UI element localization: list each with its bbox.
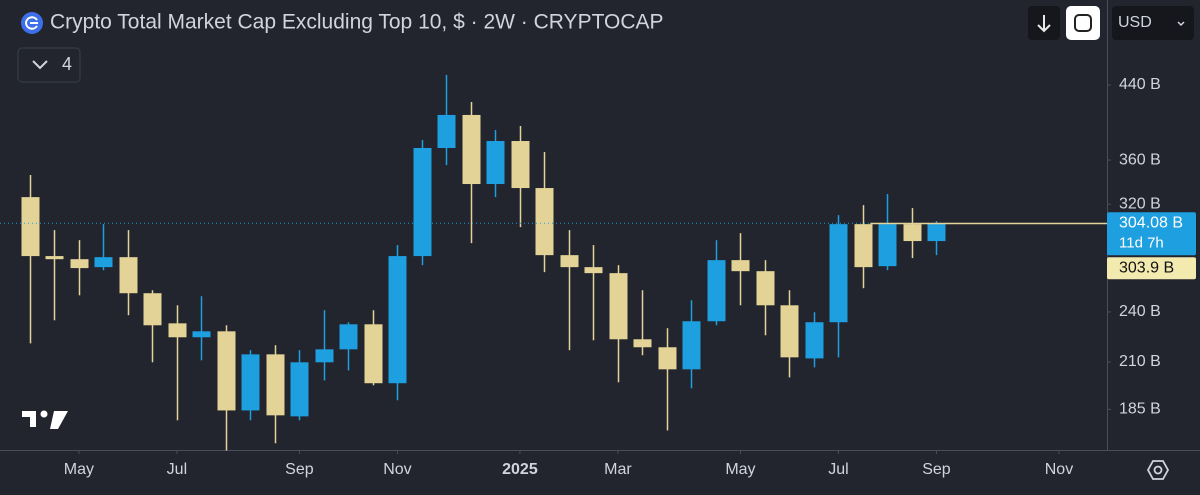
candle-body <box>878 224 897 267</box>
y-tick-label: 440 B <box>1119 76 1161 93</box>
y-tick-label: 360 B <box>1119 151 1161 168</box>
candle-body <box>217 331 236 411</box>
candle-body <box>609 273 628 340</box>
chart-title: Crypto Total Market Cap Excluding Top 10… <box>50 11 664 34</box>
chevron-icon <box>32 60 48 70</box>
candle-body <box>829 224 848 323</box>
x-tick-label: Sep <box>285 461 314 478</box>
tradingview-logo <box>22 410 68 429</box>
x-tick-label: Nov <box>1045 461 1073 478</box>
candle-body <box>462 114 481 185</box>
x-tick-label: Sep <box>922 461 951 478</box>
candle-body <box>266 354 285 416</box>
candle-body <box>927 223 946 242</box>
reference-price-box <box>1107 257 1196 280</box>
candle-body <box>486 141 505 185</box>
candle-body <box>290 362 309 417</box>
y-tick-label: 185 B <box>1119 401 1161 418</box>
reference-price-label: 303.9 B <box>1119 260 1174 277</box>
candle-body <box>168 323 187 338</box>
candle-body <box>560 255 579 268</box>
candle-body <box>388 256 407 384</box>
countdown-label: 11d 7h <box>1119 234 1164 251</box>
last-price-box <box>1107 212 1196 256</box>
currency-label: USD <box>1118 14 1152 31</box>
candle-body <box>339 324 358 350</box>
plot-area <box>0 74 1107 451</box>
x-tick-label: Mar <box>604 461 632 478</box>
candle-body <box>854 224 873 268</box>
candle-body <box>364 324 383 384</box>
candle-body <box>437 114 456 149</box>
x-tick-label: May <box>64 461 94 478</box>
candle-body <box>756 271 775 306</box>
x-tick-label: Nov <box>383 461 411 478</box>
download-icon <box>1037 15 1051 33</box>
candle-body <box>45 256 64 260</box>
x-tick-label: Jul <box>167 461 187 478</box>
candle-body <box>805 322 824 359</box>
last-price-label: 304.08 B <box>1119 215 1183 232</box>
x-tick-label: 2025 <box>502 461 538 478</box>
indicators-toggle[interactable] <box>17 47 81 83</box>
y-tick-label: 210 B <box>1119 353 1161 370</box>
chevron-icon <box>1177 21 1185 27</box>
candle-body <box>707 260 726 322</box>
refresh-button[interactable] <box>1066 6 1100 40</box>
candle-body <box>658 347 677 370</box>
candle-body <box>584 267 603 274</box>
candle-body <box>143 293 162 326</box>
candle-body <box>241 354 260 411</box>
candle-body <box>511 141 530 189</box>
candle-body <box>682 321 701 370</box>
x-tick-label: May <box>725 461 755 478</box>
candle-body <box>119 257 138 294</box>
candle-body <box>780 305 799 358</box>
candle-body <box>315 349 334 363</box>
symbol-logo-glyph <box>25 16 38 30</box>
x-tick-label: Jul <box>828 461 848 478</box>
candle-body <box>192 331 211 338</box>
candle-body <box>21 197 40 257</box>
candle-body <box>633 339 652 348</box>
candle-body <box>535 188 554 256</box>
candle-body <box>70 259 89 269</box>
y-tick-label: 240 B <box>1119 303 1161 320</box>
candle-body <box>731 260 750 272</box>
refresh-icon <box>1074 14 1092 32</box>
settings-button[interactable] <box>1146 460 1170 480</box>
indicator-count: 4 <box>62 54 72 74</box>
currency-selector[interactable] <box>1112 6 1194 40</box>
candle-body <box>413 148 432 257</box>
candle-body <box>903 224 922 242</box>
y-tick-label: 320 B <box>1119 195 1161 212</box>
candle-body <box>94 257 113 268</box>
